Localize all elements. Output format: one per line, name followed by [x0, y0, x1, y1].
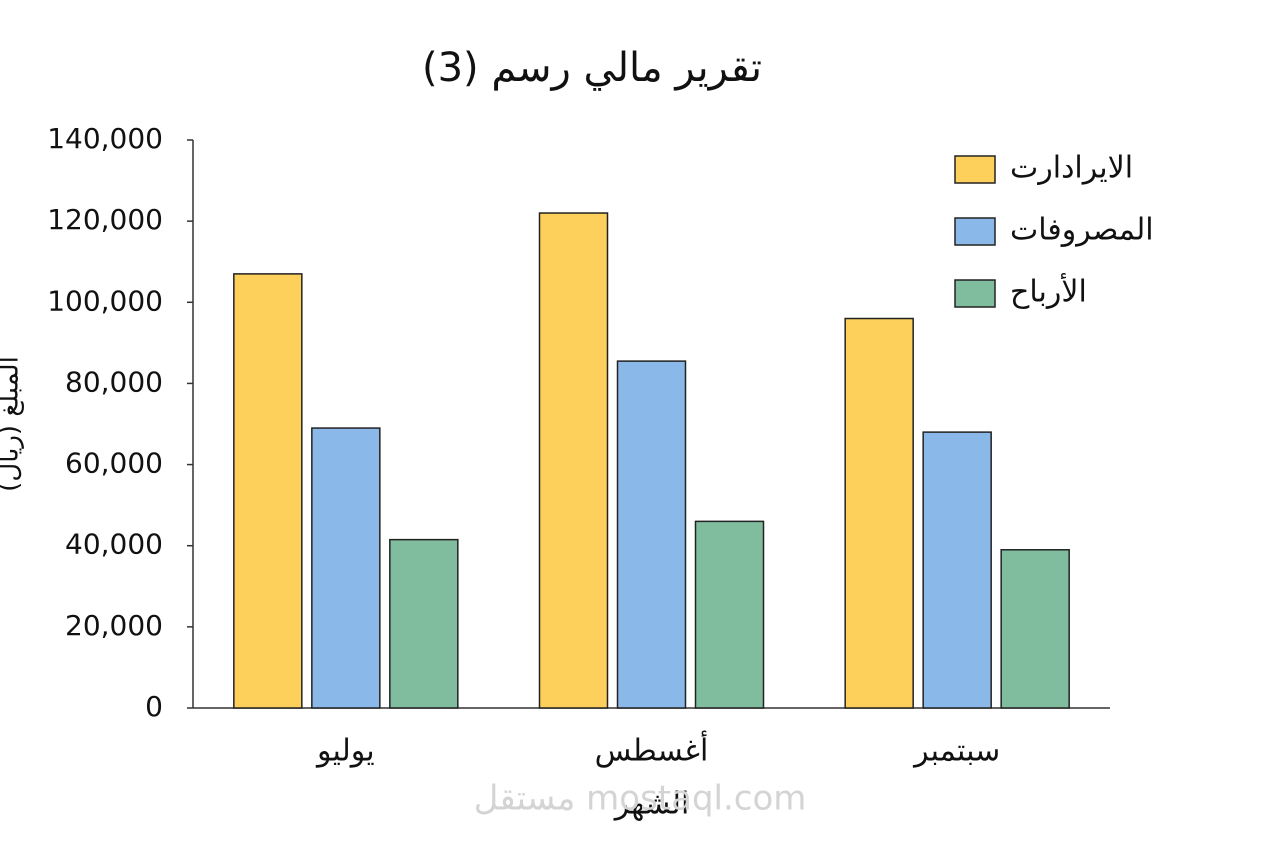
y-tick-label: 80,000 [65, 365, 163, 398]
y-tick-label: 120,000 [47, 203, 163, 236]
y-tick-label: 60,000 [65, 447, 163, 480]
y-tick-label: 40,000 [65, 528, 163, 561]
bar [616, 360, 687, 709]
y-tick-label: 100,000 [47, 284, 163, 317]
x-tick-label: أغسطس [595, 730, 709, 769]
legend-swatch [954, 155, 996, 184]
bar [694, 520, 765, 709]
watermark: مستقل mostaql.com [474, 779, 807, 819]
x-tick-label: يوليو [315, 734, 375, 769]
bar [1000, 549, 1070, 709]
y-axis-label: المبلغ (ريال) [0, 356, 25, 492]
chart-title: تقرير مالي رسم (3) [422, 45, 762, 91]
y-tick-label: 140,000 [47, 122, 163, 155]
legend-swatch [954, 217, 996, 246]
bar [844, 317, 914, 709]
legend-label: الأرباح [1010, 272, 1087, 310]
bar [233, 273, 303, 709]
bar [538, 212, 609, 709]
x-axis-label: الشهر [613, 787, 690, 822]
x-tick-label: سبتمبر [912, 734, 1000, 769]
y-tick-label: 20,000 [65, 609, 163, 642]
y-tick-label: 0 [145, 690, 163, 723]
legend-swatch [954, 279, 996, 308]
legend-label: المصروفات [1010, 213, 1154, 248]
bar [389, 538, 459, 709]
legend-label: الايرادارت [1010, 151, 1133, 186]
bar [311, 427, 381, 709]
bar [922, 431, 992, 709]
